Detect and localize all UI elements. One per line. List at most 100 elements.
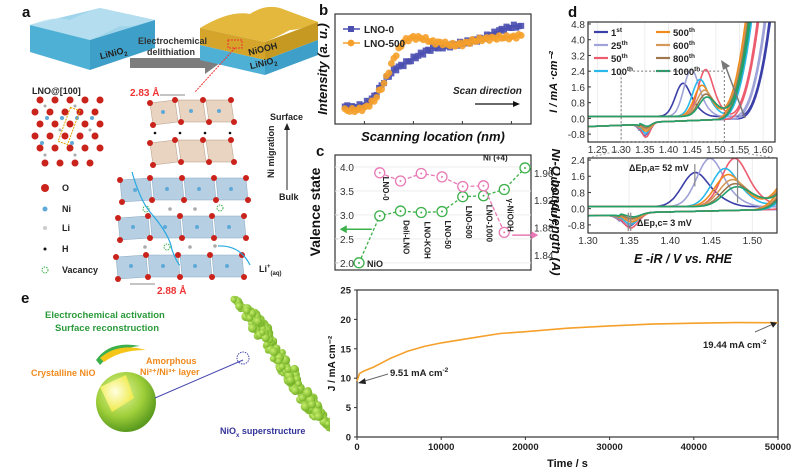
y-tick-label: 3.5 [340,187,354,198]
category-label: LNO-500 [464,206,473,239]
y-tick-label: 0.0 [571,114,585,125]
amorphous-label-1: Amorphous [146,356,197,366]
annotation-arrow-head [358,378,366,385]
legend-label-base: 100 [611,67,627,78]
x-tick-label: 1.60 [753,145,773,156]
scan-arrow-head [513,101,520,107]
nanoparticle [248,309,257,318]
zoom-connector [724,149,776,159]
nanoparticle [291,386,300,395]
y2-tick-label: 1.88 [534,224,554,235]
y2-tick-label: 1.92 [534,196,554,207]
nanoparticle [300,402,311,412]
nanoparticle [314,412,323,421]
x-tick-label: 1.30 [611,145,631,156]
legend-label: LNO-0 [364,25,394,36]
annotation-sup: -2 [761,339,767,346]
y2-tick-label: 1.84 [534,251,554,262]
x-tick-label: 0 [354,442,359,453]
nanoparticle [278,363,286,371]
annotation-final-current: 19.44 mA cm-2 [703,339,767,351]
data-point-center [420,172,423,175]
nanoparticle [302,388,313,398]
x-tick-label: 1.40 [660,236,680,247]
legend-label-sup: th [694,66,700,73]
data-point-center [503,188,506,191]
legend-label-base: 50 [611,54,622,65]
data-point-lno-0 [508,25,515,32]
nanoparticle [295,380,302,387]
view-label: LNO@[100] [32,86,81,96]
legend-label-base: 1000 [673,67,694,78]
category-label: NiO [367,259,383,269]
x-axis-label: Scanning location (nm) [361,129,505,144]
y-tick-label: 0 [346,433,351,444]
data-point-center [441,210,443,213]
legend-label-base: 600 [673,41,689,52]
x-tick-label: 20000 [512,442,538,453]
legend-label-sup: th [689,40,695,47]
zoom-box [620,70,725,143]
nanoparticle [284,365,292,373]
x-tick-label: 30000 [596,442,622,453]
x-tick-label: 1.45 [682,145,702,156]
y-tick-label: -0.8 [568,221,586,232]
superstructure-label: NiOx superstructure [220,426,306,439]
x-axis-label: Time / s [547,458,588,470]
nanoparticle [314,401,322,409]
linio2-slab [30,8,155,70]
chart-d: 1.25 1.30 1.35 1.40 1.45 1.50 1.55 1.60-0.80.00… [548,20,778,266]
cv-curve-1000th-cathodic [588,22,751,128]
x-tick-label: 1.45 [702,236,722,247]
nanoparticle [269,355,277,362]
category-label: γ-NiOOH [505,199,514,233]
y-tick-label: 1.6 [571,83,585,94]
y-tick-label: 20 [340,315,351,326]
nanoparticle [308,400,316,409]
nanoparticle [269,347,279,357]
legend-label: 50th [611,53,628,65]
y-tick-label: 10 [340,374,351,385]
nanoparticle [248,323,257,333]
y-tick-label: 3.2 [571,51,585,62]
lno-100-lattice [31,96,104,167]
legend-label-base: 800 [673,54,689,65]
y-axis-label: Valence state [307,167,323,256]
li-aq-label: Li+(aq) [259,264,282,277]
data-point-lno-0 [510,21,517,28]
current-density-line [356,321,779,382]
legend-label-base: 500 [673,28,689,39]
cv-curve-1000th-anodic [588,22,750,118]
cv-curve-1000th-anodic [588,185,777,208]
arrow-label-1: Electrochemical [138,36,208,46]
annotation-arrow [754,323,775,333]
niooh-slab [194,6,318,93]
data-point-center [441,175,443,178]
chart-b: LNO-0 LNO-500 Scan direction Scanning locat… [315,13,532,144]
nanoparticle [286,376,295,385]
data-point-lno-0 [420,51,427,58]
distance-bottom: 2.88 Å [157,286,187,297]
category-label: Deli-LNO [402,220,411,254]
nanoparticle [235,302,244,311]
data-point-center [420,211,423,214]
nanoparticle [298,394,307,402]
d-bottom-curves [588,158,777,229]
surface-label: Surface [270,112,304,122]
legend-ni: Ni [62,204,71,214]
plot-frame [356,289,779,438]
annotation-arrow [360,373,389,383]
legend-label: 100th [611,66,633,78]
nanoparticle [261,333,270,343]
x-tick-label: 40000 [681,442,707,453]
data-point-lno-500 [517,32,525,39]
data-point-lno-0 [434,45,441,52]
y-tick-label: 4.0 [571,36,585,47]
nanoparticle [253,317,263,326]
legend-label: 800th [673,53,695,65]
nanoparticle [324,420,330,427]
lattice-legend-icons [41,184,49,274]
y-tick-label: 4.8 [571,20,585,31]
x-axis-label: E -iR / V vs. RHE [634,252,733,266]
y-tick-label: 2.4 [571,67,585,78]
